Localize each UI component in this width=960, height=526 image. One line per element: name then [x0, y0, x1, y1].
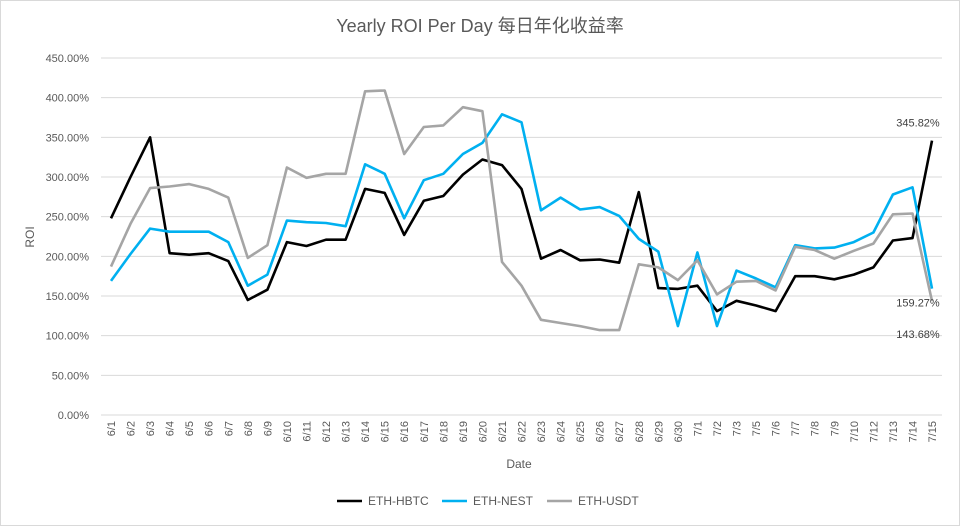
y-tick-label: 350.00%: [46, 132, 90, 144]
x-tick-label: 6/21: [497, 421, 509, 442]
x-tick-label: 7/2: [712, 421, 724, 436]
x-tick-label: 7/14: [907, 421, 919, 442]
x-tick-label: 6/17: [419, 421, 431, 442]
x-tick-label: 6/6: [204, 421, 216, 436]
x-tick-label: 6/16: [399, 421, 411, 442]
chart-title: Yearly ROI Per Day 每日年化收益率: [336, 16, 623, 36]
end-data-label: 143.68%: [896, 329, 940, 341]
x-tick-label: 6/10: [282, 421, 294, 442]
x-tick-label: 7/15: [927, 421, 939, 442]
x-tick-label: 6/1: [106, 421, 118, 436]
x-tick-label: 7/6: [771, 421, 783, 436]
x-tick-label: 7/12: [868, 421, 880, 442]
legend-label: ETH-USDT: [578, 494, 639, 508]
x-tick-label: 6/14: [360, 421, 372, 442]
y-tick-label: 200.00%: [46, 251, 90, 263]
y-tick-label: 100.00%: [46, 331, 90, 343]
x-tick-label: 6/4: [165, 421, 177, 436]
x-tick-label: 6/27: [614, 421, 626, 442]
x-tick-label: 7/10: [849, 421, 861, 442]
x-tick-label: 6/12: [321, 421, 333, 442]
y-tick-label: 400.00%: [46, 93, 90, 105]
x-tick-label: 6/11: [301, 421, 313, 442]
x-tick-label: 6/19: [458, 421, 470, 442]
x-tick-label: 6/3: [145, 421, 157, 436]
x-tick-label: 7/13: [888, 421, 900, 442]
legend-label: ETH-NEST: [473, 494, 534, 508]
x-axis-label: Date: [506, 457, 532, 471]
x-tick-label: 6/24: [556, 421, 568, 442]
x-tick-label: 6/13: [341, 421, 353, 442]
x-tick-label: 7/1: [692, 421, 704, 436]
y-tick-label: 300.00%: [46, 172, 90, 184]
x-tick-label: 6/9: [262, 421, 274, 436]
end-data-label: 345.82%: [896, 118, 940, 130]
x-tick-label: 6/30: [673, 421, 685, 442]
x-tick-label: 6/20: [477, 421, 489, 442]
x-tick-label: 6/22: [517, 421, 529, 442]
end-data-label: 159.27%: [896, 298, 940, 310]
x-tick-label: 7/5: [751, 421, 763, 436]
x-tick-label: 6/26: [595, 421, 607, 442]
legend: ETH-HBTC ETH-NEST ETH-USDT: [337, 494, 639, 508]
y-tick-label: 250.00%: [46, 212, 90, 224]
x-tick-label: 7/8: [810, 421, 822, 436]
x-tick-label: 6/18: [438, 421, 450, 442]
x-tick-label: 7/3: [732, 421, 744, 436]
x-tick-label: 6/28: [634, 421, 646, 442]
y-tick-label: 450.00%: [46, 53, 90, 65]
legend-label: ETH-HBTC: [368, 494, 429, 508]
x-tick-label: 7/9: [829, 421, 841, 436]
y-tick-label: 50.00%: [52, 370, 90, 382]
y-axis-label: ROI: [23, 226, 37, 247]
x-tick-label: 6/7: [223, 421, 235, 436]
x-tick-label: 6/8: [243, 421, 255, 436]
y-tick-label: 150.00%: [46, 291, 90, 303]
y-tick-label: 0.00%: [58, 410, 89, 422]
x-tick-label: 6/2: [126, 421, 138, 436]
x-tick-label: 6/15: [380, 421, 392, 442]
x-tick-label: 6/29: [653, 421, 665, 442]
x-tick-label: 6/23: [536, 421, 548, 442]
x-tick-label: 7/7: [790, 421, 802, 436]
x-tick-label: 6/5: [184, 421, 196, 436]
x-tick-label: 6/25: [575, 421, 587, 442]
